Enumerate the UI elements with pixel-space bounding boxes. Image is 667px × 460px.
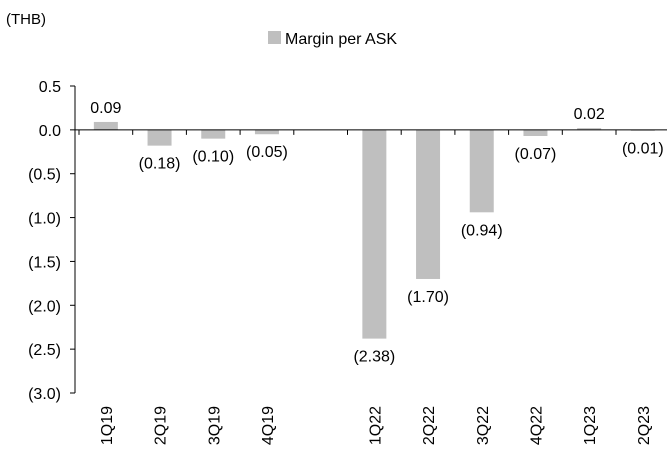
bar bbox=[362, 129, 387, 339]
y-tick-label: 0.0 bbox=[39, 123, 61, 140]
y-tick-label: (3.0) bbox=[28, 386, 61, 403]
zero-line bbox=[75, 129, 667, 135]
data-label: (0.01) bbox=[622, 141, 664, 158]
x-tick-label: 2Q23 bbox=[636, 406, 653, 445]
y-tick-label: (1.0) bbox=[28, 211, 61, 228]
bar bbox=[577, 128, 602, 130]
data-label: (0.07) bbox=[515, 146, 557, 163]
bar bbox=[523, 129, 548, 136]
x-tick-label: 3Q19 bbox=[206, 406, 223, 445]
x-tick-label: 4Q19 bbox=[260, 406, 277, 445]
y-tick-label: (0.5) bbox=[28, 167, 61, 184]
legend-label: Margin per ASK bbox=[285, 31, 397, 48]
bar bbox=[254, 129, 279, 135]
data-label: 0.02 bbox=[574, 106, 605, 123]
x-tick-label: 1Q22 bbox=[367, 406, 384, 445]
data-label: (0.10) bbox=[192, 149, 234, 166]
unit-label: (THB) bbox=[6, 11, 46, 28]
x-tick-label: 2Q19 bbox=[153, 406, 170, 445]
bars bbox=[93, 121, 655, 339]
y-tick-label: 0.5 bbox=[39, 79, 61, 96]
x-tick-label: 2Q22 bbox=[421, 406, 438, 445]
bar bbox=[93, 121, 118, 130]
data-label: (0.18) bbox=[139, 156, 181, 173]
bar bbox=[416, 129, 441, 279]
data-label: (1.70) bbox=[407, 289, 449, 306]
x-tick-label: 4Q22 bbox=[528, 406, 545, 445]
bar bbox=[469, 129, 494, 213]
x-axis-labels: 1Q19 2Q19 3Q19 4Q19 1Q22 2Q22 3Q22 4Q22 1Q23 2Q23 bbox=[99, 406, 653, 445]
y-tick-label: (2.5) bbox=[28, 342, 61, 359]
data-label: (0.94) bbox=[461, 222, 503, 239]
legend: Margin per ASK bbox=[268, 31, 397, 48]
y-tick-label: (2.0) bbox=[28, 298, 61, 315]
x-tick-label: 3Q22 bbox=[475, 406, 492, 445]
x-tick-label: 1Q23 bbox=[582, 406, 599, 445]
data-labels: 0.09 (0.18) (0.10) (0.05) (2.38) (1.70) (0.94)… bbox=[90, 100, 663, 366]
data-label: (0.05) bbox=[246, 144, 288, 161]
y-tick-label: (1.5) bbox=[28, 254, 61, 271]
x-tick-label: 1Q19 bbox=[99, 406, 116, 445]
data-label: 0.09 bbox=[90, 100, 121, 117]
data-label: (2.38) bbox=[353, 349, 395, 366]
bar bbox=[201, 129, 226, 139]
y-axis: 0.5 0.0 (0.5) (1.0) (1.5) (2.0) (2.5) (3.0) bbox=[28, 79, 76, 403]
legend-swatch bbox=[268, 31, 281, 44]
bar bbox=[147, 129, 172, 146]
